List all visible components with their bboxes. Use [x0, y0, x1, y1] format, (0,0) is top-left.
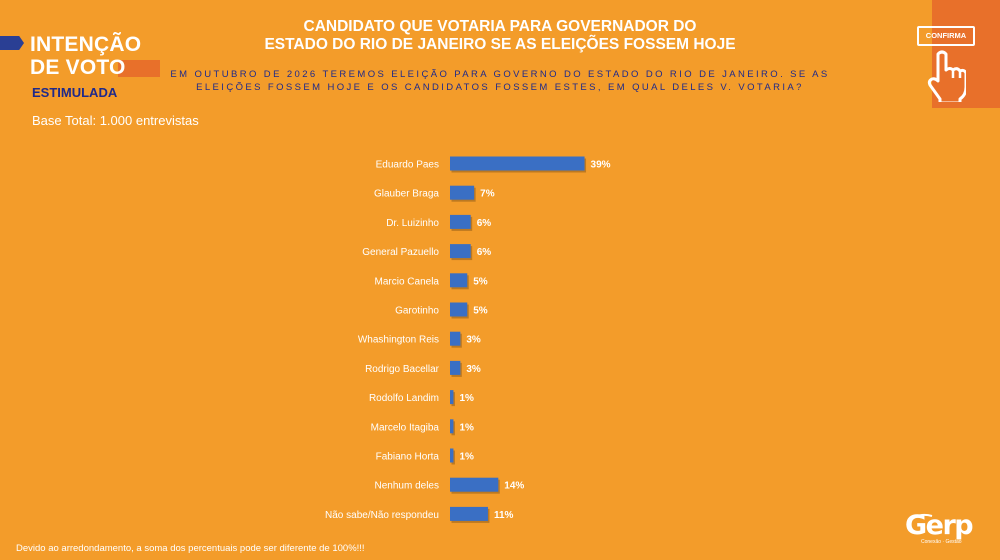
bar	[450, 244, 471, 259]
chart-title: CANDIDATO QUE VOTARIA PARA GOVERNADOR DO…	[200, 18, 800, 54]
category-label: Fabiano Horta	[376, 452, 440, 463]
data-label: 1%	[459, 452, 474, 463]
bar	[450, 331, 461, 346]
brand-subtitle: ESTIMULADA	[32, 85, 118, 100]
data-label: 1%	[459, 393, 474, 404]
base-total: Base Total: 1.000 entrevistas	[32, 113, 199, 128]
data-label: 6%	[477, 247, 492, 258]
category-label: Eduardo Paes	[376, 160, 439, 171]
data-label: 5%	[473, 276, 488, 287]
data-label: 7%	[480, 189, 495, 200]
chart-title-line1: CANDIDATO QUE VOTARIA PARA GOVERNADOR DO	[303, 18, 697, 35]
bar	[450, 185, 475, 200]
bar	[450, 273, 468, 288]
bar	[450, 448, 454, 463]
survey-question: EM OUTUBRO DE 2026 TEREMOS ELEIÇÃO PARA …	[170, 69, 830, 93]
confirm-button-icon: CONFIRMA	[917, 26, 975, 46]
bar	[450, 214, 471, 229]
footnote: Devido ao arredondamento, a soma dos per…	[16, 543, 365, 554]
brand-title-line1: INTENÇÃO	[30, 33, 142, 56]
brand-title: INTENÇÃO DE VOTO	[30, 33, 160, 79]
bar	[450, 360, 461, 375]
category-label: Marcio Canela	[375, 276, 440, 287]
bar	[450, 156, 585, 171]
category-label: Nenhum deles	[375, 481, 439, 492]
category-label: General Pazuello	[362, 247, 439, 258]
data-label: 5%	[473, 306, 488, 317]
category-label: Rodrigo Bacellar	[365, 364, 440, 375]
data-label: 3%	[466, 364, 481, 375]
category-label: Glauber Braga	[374, 189, 439, 200]
bar	[450, 477, 499, 492]
data-label: 6%	[477, 218, 492, 229]
category-label: Dr. Luizinho	[386, 218, 439, 229]
chart-title-line2: ESTADO DO RIO DE JANEIRO SE AS ELEIÇÕES …	[264, 36, 736, 53]
bar	[450, 390, 454, 405]
logo-text: Gerp	[905, 510, 974, 541]
logo-tagline: Conexão · Gestão	[921, 539, 962, 545]
category-label: Rodolfo Landim	[369, 393, 439, 404]
category-label: Garotinho	[395, 306, 439, 317]
data-label: 1%	[459, 422, 474, 433]
data-label: 14%	[504, 481, 524, 492]
logo-arc-icon	[907, 513, 933, 523]
bar	[450, 419, 454, 434]
category-label: Whashington Reis	[358, 335, 439, 346]
data-label: 3%	[466, 335, 481, 346]
category-label: Não sabe/Não respondeu	[325, 510, 439, 521]
data-label: 11%	[494, 510, 514, 521]
corner-accent	[932, 0, 1000, 108]
bar	[450, 302, 468, 317]
blue-tab-marker	[0, 36, 24, 50]
bar	[450, 506, 488, 521]
hand-pointer-icon	[927, 50, 966, 102]
category-label: Marcelo Itagiba	[371, 422, 440, 433]
data-label: 39%	[591, 160, 611, 171]
